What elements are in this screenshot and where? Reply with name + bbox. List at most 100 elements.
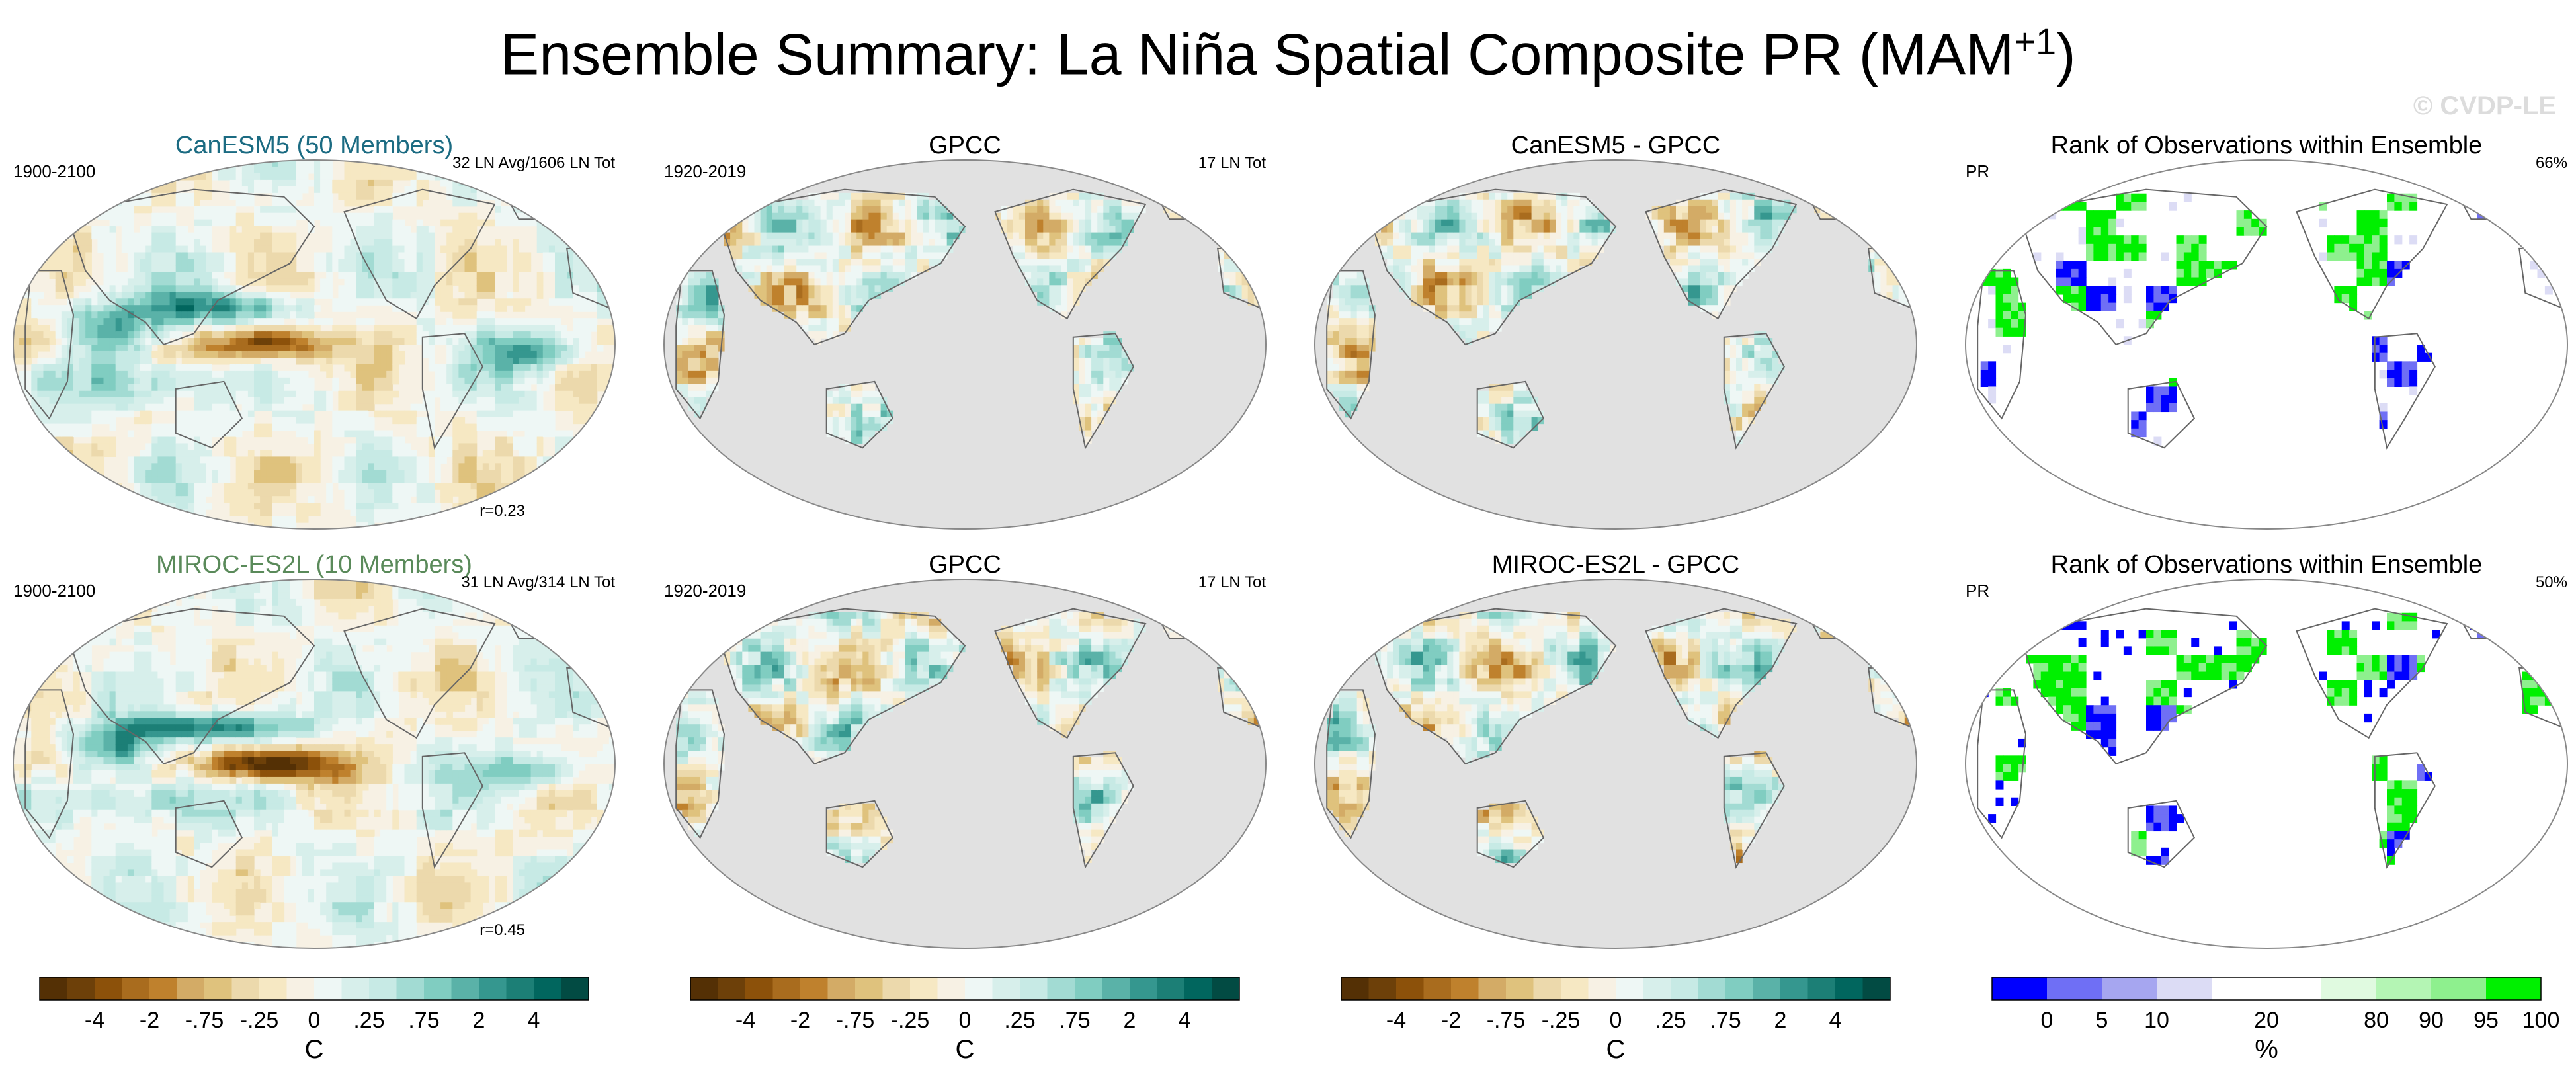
map-cell <box>187 292 194 299</box>
map-cell <box>91 206 98 214</box>
map-cell <box>163 199 171 207</box>
map-cell <box>501 325 507 332</box>
map-cell <box>410 305 417 312</box>
map-cell <box>157 370 165 378</box>
map-cell <box>314 206 321 214</box>
map-cell <box>19 311 26 319</box>
map-cell <box>392 285 399 292</box>
map-cell <box>235 364 243 372</box>
map-cell <box>579 410 586 418</box>
map-cell <box>157 265 165 272</box>
map-cell <box>404 456 411 464</box>
map-cell <box>308 338 315 345</box>
map-cell <box>266 292 272 299</box>
map-cell <box>542 265 550 272</box>
map-cell <box>602 522 610 529</box>
map-cell <box>55 278 62 286</box>
map-cell <box>55 423 62 431</box>
map-cell <box>802 272 809 279</box>
map-cell <box>169 483 177 490</box>
map-cell <box>73 430 80 438</box>
map-cell <box>97 370 104 378</box>
map-cell <box>97 390 104 398</box>
map-cell <box>561 179 567 187</box>
map-cell <box>488 179 495 187</box>
map-cell <box>73 192 80 200</box>
map-cell <box>140 470 146 477</box>
map-cell <box>308 509 315 516</box>
map-cell <box>97 364 104 372</box>
map-cell <box>73 338 80 345</box>
map-cell <box>712 318 719 325</box>
map-cell <box>61 430 68 438</box>
map-cell <box>513 476 519 483</box>
map-cell <box>501 403 507 411</box>
map-cell <box>585 318 592 325</box>
map-cell <box>452 370 459 378</box>
map-cell <box>31 345 38 352</box>
map-cell <box>856 285 863 292</box>
map-cell <box>103 173 110 181</box>
map-cell <box>121 285 128 292</box>
map-cell <box>25 331 32 339</box>
map-cell <box>278 516 285 523</box>
map-cell <box>49 186 56 194</box>
map-cell <box>140 166 146 174</box>
map-cell <box>845 430 851 438</box>
map-cell <box>488 377 495 385</box>
map-cell <box>67 192 74 200</box>
map-cell <box>103 285 110 292</box>
map-cell <box>290 219 297 227</box>
map-cell <box>561 456 567 464</box>
map-cell <box>392 436 399 444</box>
map-cell <box>61 212 68 220</box>
map-cell <box>13 278 20 286</box>
map-cell <box>392 226 399 233</box>
map-cell <box>368 298 375 306</box>
map-cell <box>109 509 116 516</box>
map-cell <box>435 522 441 529</box>
map-cell <box>380 364 387 372</box>
map-cell <box>555 318 561 325</box>
map-cell <box>591 265 598 272</box>
map-cell <box>446 357 453 365</box>
map-cell <box>332 245 339 253</box>
map-cell <box>536 390 544 398</box>
map-cell <box>676 364 683 372</box>
map-cell <box>386 278 393 286</box>
map-cell <box>103 384 110 392</box>
map-cell <box>266 450 272 457</box>
map-cell <box>134 331 140 339</box>
map-cell <box>398 272 405 279</box>
map-cell <box>368 489 375 497</box>
map-cell <box>326 186 333 194</box>
map-cell <box>284 456 291 464</box>
map-cell <box>730 245 737 253</box>
map-cell <box>290 305 297 312</box>
map-cell <box>163 252 171 260</box>
map-cell <box>308 377 315 385</box>
map-cell <box>766 252 773 260</box>
map-cell <box>241 325 249 332</box>
map-cell <box>416 298 423 306</box>
map-cell <box>404 199 411 207</box>
map-cell <box>380 278 387 286</box>
map-cell <box>344 278 351 286</box>
map-cell <box>145 278 152 286</box>
map-cell <box>476 417 483 425</box>
map-cell <box>519 443 526 451</box>
map-cell <box>91 377 98 385</box>
map-cell <box>157 489 165 497</box>
map-cell <box>272 219 278 227</box>
map-cell <box>109 166 116 174</box>
map-cell <box>85 318 92 325</box>
map-cell <box>266 370 272 378</box>
map-cell <box>344 160 351 167</box>
map-cell <box>61 450 68 457</box>
map-cell <box>573 325 579 332</box>
map-cell <box>109 259 116 267</box>
map-cell <box>127 311 134 319</box>
map-cell <box>608 463 615 470</box>
map-cell <box>380 226 387 233</box>
map-cell <box>338 186 345 194</box>
